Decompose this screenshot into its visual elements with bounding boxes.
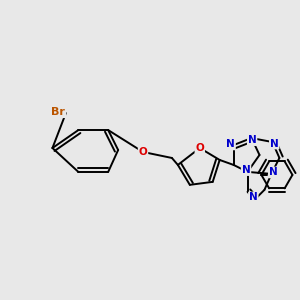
Text: O: O: [195, 143, 204, 153]
Text: N: N: [248, 135, 256, 145]
Text: N: N: [249, 192, 258, 203]
Text: N: N: [269, 167, 278, 177]
Text: N: N: [242, 165, 250, 175]
Text: N: N: [226, 140, 235, 149]
Text: N: N: [270, 139, 279, 148]
Text: O: O: [139, 147, 147, 157]
Text: Br: Br: [52, 107, 65, 117]
